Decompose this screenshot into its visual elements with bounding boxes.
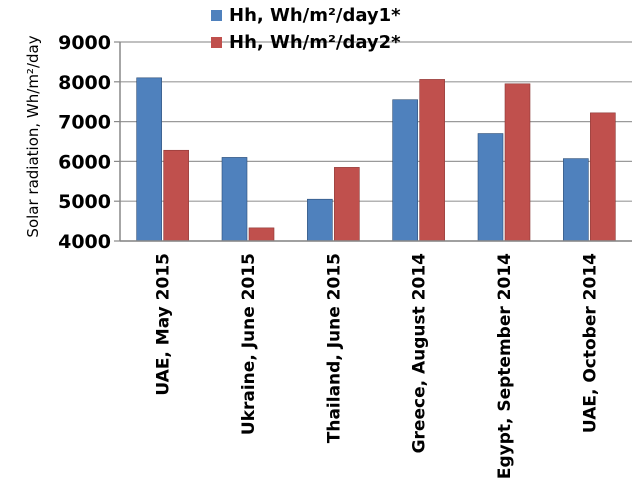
legend-swatch xyxy=(211,10,222,21)
y-tick-labels: 4000 5000 6000 7000 8000 9000 xyxy=(58,32,120,253)
bar-2 xyxy=(248,227,275,242)
x-tick-label: UAE, May 2015 xyxy=(154,253,174,396)
bar-2 xyxy=(504,83,531,242)
y-tick-label: 9000 xyxy=(58,32,111,54)
gridlines xyxy=(120,41,632,242)
y-tick-label: 4000 xyxy=(58,231,111,253)
bar-2 xyxy=(163,149,189,242)
bar-1 xyxy=(477,133,504,242)
x-tick-label: Ukraine, June 2015 xyxy=(239,253,259,435)
x-tick-label: Egypt, September 2014 xyxy=(495,253,515,479)
x-tick-label: Thailand, June 2015 xyxy=(324,253,344,443)
bar-1 xyxy=(392,99,418,242)
bar-1 xyxy=(563,158,589,242)
bar-2 xyxy=(590,112,616,242)
legend-swatch xyxy=(211,37,222,48)
y-tick-label: 5000 xyxy=(58,191,111,213)
x-tick-label: UAE, October 2014 xyxy=(580,253,600,433)
legend: Hh, Wh/m²/day1* Hh, Wh/m²/day2* xyxy=(211,5,401,53)
legend-label: Hh, Wh/m²/day2* xyxy=(229,32,401,53)
y-axis-label: Solar radiation, Wh/m²/day xyxy=(24,35,42,237)
bar-1 xyxy=(136,77,162,242)
x-tick-label: Greece, August 2014 xyxy=(410,253,430,454)
bars xyxy=(136,77,616,242)
y-tick-label: 7000 xyxy=(58,112,111,134)
legend-label: Hh, Wh/m²/day1* xyxy=(229,5,401,26)
y-tick-label: 6000 xyxy=(58,151,111,173)
bar-2 xyxy=(334,167,360,242)
y-tick-label: 8000 xyxy=(58,72,111,94)
bar-2 xyxy=(419,79,445,242)
bar-1 xyxy=(221,157,248,242)
bar-1 xyxy=(307,198,333,242)
x-tick-labels: UAE, May 2015 Ukraine, June 2015 Thailand,… xyxy=(154,253,601,479)
